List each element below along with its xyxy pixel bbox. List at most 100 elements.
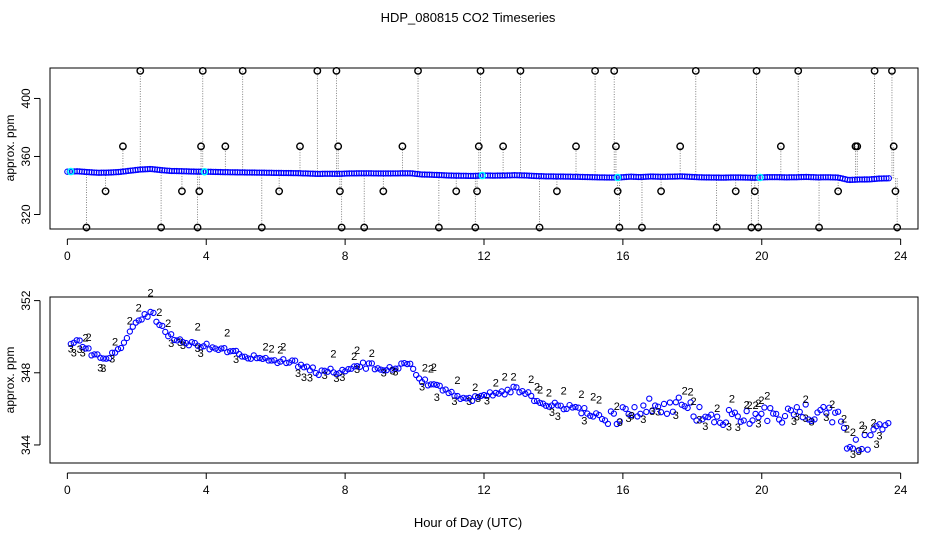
series3-marker: 3	[71, 348, 77, 360]
outlier-point	[691, 67, 700, 75]
co2-point	[91, 351, 98, 358]
series3-marker: 3	[295, 368, 301, 380]
co2-point	[510, 383, 517, 390]
co2-point	[802, 401, 809, 408]
bottom-y-axis: 344 348 352	[19, 290, 41, 455]
co2-point	[421, 376, 429, 383]
top-y-axis: 320 360 400	[19, 88, 41, 225]
top-plot-marks	[64, 67, 902, 232]
co2-point	[811, 416, 818, 423]
co2-point	[578, 410, 585, 417]
co2-point	[770, 410, 777, 417]
co2-point	[150, 309, 157, 317]
series3-marker: 3	[794, 412, 800, 424]
co2-point	[649, 407, 656, 415]
series3-marker: 3	[555, 411, 561, 423]
outlier-point	[535, 223, 544, 232]
co2-point	[117, 344, 125, 352]
series2-marker: 2	[351, 351, 357, 363]
series3-marker: 3	[100, 363, 106, 375]
series2-marker: 2	[268, 344, 274, 356]
top-x-tick-label: 12	[477, 249, 491, 263]
co2-point	[560, 406, 567, 413]
series2-marker: 2	[112, 337, 118, 349]
outlier-point	[101, 187, 110, 196]
co2-point	[799, 414, 806, 421]
co2-point	[778, 419, 786, 426]
series3-marker: 3	[856, 446, 862, 458]
series3-marker: 3	[696, 415, 702, 427]
x-axis-title: Hour of Day (UTC)	[414, 515, 522, 530]
outlier-point	[136, 67, 145, 75]
outlier-point	[257, 223, 266, 232]
co2-point	[203, 340, 210, 347]
top-x-tick-label: 20	[755, 249, 769, 263]
series3-marker: 3	[301, 372, 307, 384]
co2-point	[631, 404, 638, 411]
outlier-point	[336, 187, 344, 196]
outlier-point	[888, 67, 896, 75]
co2-point	[885, 419, 892, 427]
co2-point	[773, 410, 780, 418]
outlier-point	[893, 223, 902, 232]
series2-marker: 2	[147, 287, 153, 299]
co2-point	[433, 381, 440, 389]
co2-point	[808, 417, 815, 425]
co2-point	[616, 418, 623, 425]
co2-point	[76, 337, 83, 344]
co2-point	[79, 343, 86, 351]
bottom-y-tick-label: 344	[19, 435, 33, 455]
co2-point	[227, 348, 234, 355]
outlier-point	[750, 187, 759, 196]
series2-marker: 2	[729, 394, 735, 406]
co2-point	[256, 354, 263, 362]
bottom-x-tick-label: 20	[755, 483, 769, 497]
co2-point	[123, 334, 131, 342]
co2-point	[752, 410, 759, 418]
co2-point	[666, 399, 674, 406]
outlier-point	[476, 67, 485, 75]
co2-point	[761, 404, 768, 411]
co2-point	[595, 411, 603, 419]
co2-point	[563, 405, 570, 413]
outlier-point	[731, 187, 740, 196]
series3-marker: 3	[755, 419, 761, 431]
co2-point	[469, 397, 476, 405]
bottom-x-tick-label: 16	[616, 483, 630, 497]
co2-point	[280, 356, 287, 363]
co2-point	[321, 367, 328, 374]
series2-marker: 2	[744, 400, 750, 412]
co2-point	[864, 446, 871, 453]
series3-marker: 3	[673, 410, 679, 422]
series3-marker: 3	[484, 396, 490, 408]
outlier-point	[193, 223, 202, 232]
series2-marker: 2	[803, 394, 809, 406]
series3-marker: 3	[850, 449, 856, 461]
outlier-point	[275, 187, 284, 196]
co2-point	[353, 363, 361, 370]
outlier-point	[834, 187, 843, 196]
co2-point	[427, 381, 435, 388]
co2-point	[209, 344, 216, 351]
co2-point	[663, 410, 671, 417]
co2-point	[708, 411, 715, 418]
co2-point	[598, 415, 606, 423]
series2-marker: 2	[755, 398, 761, 410]
co2-point	[318, 367, 325, 374]
outlier-point	[398, 142, 407, 151]
co2-point	[97, 354, 104, 361]
co2-point	[740, 417, 747, 424]
co2-point	[640, 402, 647, 409]
co2-point	[737, 418, 744, 425]
outlier-point	[891, 187, 900, 196]
co2-point	[734, 413, 741, 420]
series2-marker: 2	[195, 322, 201, 334]
co2-point	[879, 426, 886, 433]
co2-point	[103, 355, 110, 362]
outlier-point	[157, 223, 166, 232]
co2-point	[643, 408, 650, 416]
co2-point	[362, 365, 370, 372]
co2-point	[170, 336, 178, 344]
outlier-point	[332, 67, 341, 75]
